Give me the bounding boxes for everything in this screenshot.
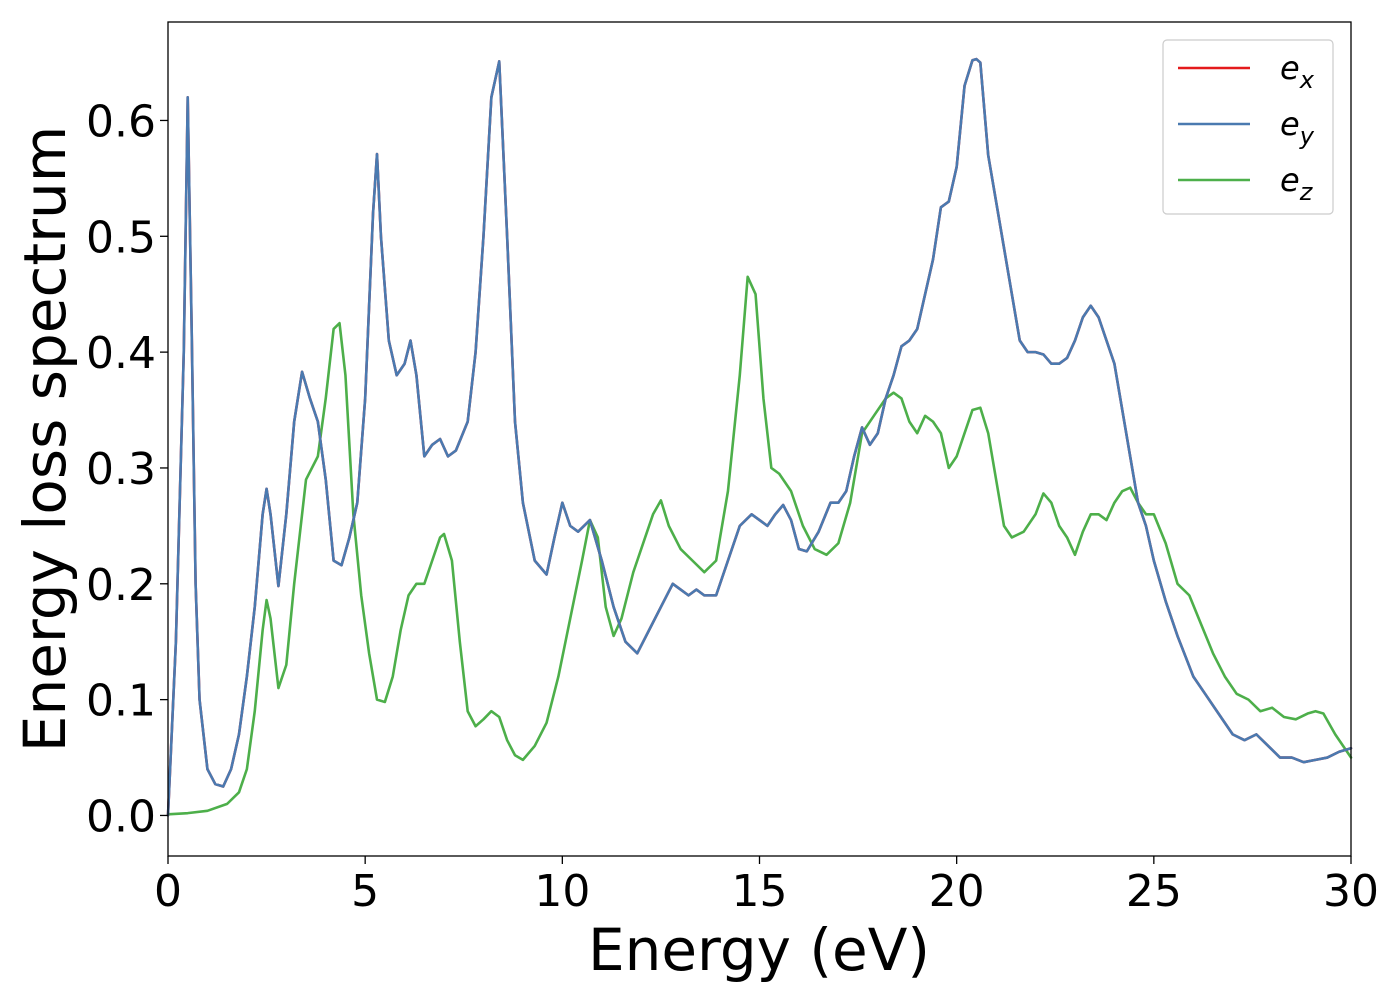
y-axis: 0.0 0.1 0.2 0.3 0.4 0.5 0.6	[86, 96, 168, 842]
series-line-y	[166, 57, 1353, 817]
x-tick-label: 0	[154, 866, 182, 917]
y-axis-title: Energy loss spectrum	[11, 126, 79, 752]
y-tick-label: 0.1	[86, 676, 156, 727]
y-tick-label: 0.3	[86, 444, 156, 495]
y-tick-label: 0.6	[86, 96, 156, 147]
y-tick-label: 0.5	[86, 212, 156, 263]
legend-label-x: ex	[1280, 49, 1315, 94]
y-tick-label: 0.4	[86, 328, 156, 379]
x-tick-label: 15	[732, 866, 788, 917]
x-tick-label: 30	[1323, 866, 1379, 917]
y-tick-label: 0.2	[86, 560, 156, 611]
x-tick-label: 25	[1126, 866, 1182, 917]
series-line-z	[166, 275, 1353, 816]
legend-label-z: ez	[1280, 161, 1314, 206]
series-layer	[166, 57, 1353, 817]
x-tick-label: 20	[929, 866, 985, 917]
legend-box	[1162, 39, 1334, 215]
legend-label-y: ey	[1280, 105, 1315, 150]
x-axis: 0 5 10 15 20 25 30	[154, 856, 1379, 917]
legend-items: ex ey ez	[1178, 49, 1315, 206]
legend: ex ey ez	[1162, 39, 1334, 215]
x-axis-title: Energy (eV)	[588, 916, 930, 984]
x-tick-label: 5	[351, 866, 379, 917]
x-tick-label: 10	[534, 866, 590, 917]
y-tick-label: 0.0	[86, 791, 156, 842]
plot-background	[168, 22, 1351, 856]
